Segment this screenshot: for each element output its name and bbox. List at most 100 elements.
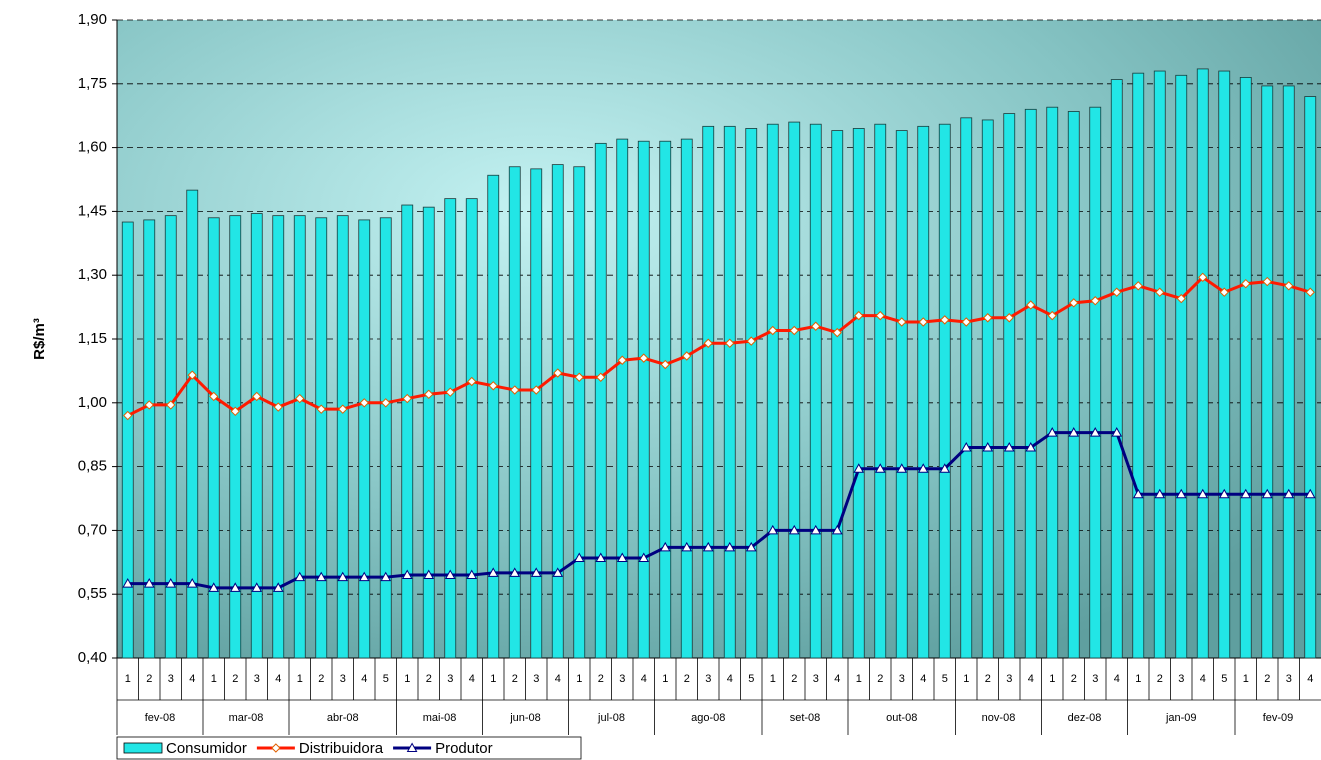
y-tick-label: 1,75: [78, 75, 107, 92]
marker: [639, 353, 649, 363]
marker: [682, 351, 692, 361]
bar: [272, 215, 285, 659]
x-tick-label: 3: [1006, 673, 1012, 685]
y-tick-label: 1,90: [78, 11, 107, 28]
marker: [123, 410, 133, 421]
y-tick-label: 0,70: [78, 521, 107, 538]
x-tick-label: 1: [1049, 673, 1055, 685]
x-tick-label: 2: [512, 673, 518, 685]
legend-label: Consumidor: [166, 740, 247, 757]
month-label: dez-08: [1068, 712, 1102, 724]
marker: [1112, 287, 1122, 297]
marker: [874, 463, 886, 473]
x-tick-label: 2: [318, 673, 324, 685]
marker: [229, 582, 241, 592]
x-tick-label: 1: [1243, 673, 1249, 685]
x-tick-label: 3: [1286, 673, 1292, 685]
bar: [551, 164, 564, 659]
x-tick-label: 3: [340, 673, 346, 685]
marker: [725, 338, 735, 348]
bar: [465, 198, 478, 659]
y-tick-label: 0,40: [78, 649, 107, 666]
month-label: out-08: [886, 712, 917, 724]
marker: [209, 391, 219, 402]
marker: [166, 400, 176, 410]
bar: [702, 125, 715, 659]
marker: [724, 541, 736, 552]
x-tick-label: 2: [1157, 673, 1163, 685]
marker: [767, 524, 779, 535]
marker: [359, 398, 369, 408]
marker: [122, 578, 134, 588]
bar: [1089, 106, 1102, 659]
bar: [809, 123, 822, 659]
month-label: ago-08: [691, 712, 725, 724]
bar: [1304, 96, 1317, 659]
x-tick-label: 1: [963, 673, 969, 685]
marker: [917, 463, 929, 473]
marker: [358, 571, 370, 582]
x-tick-label: 1: [490, 673, 496, 685]
x-tick-label: 2: [1071, 673, 1077, 685]
x-tick-label: 3: [899, 673, 905, 685]
marker: [659, 541, 671, 552]
marker: [896, 463, 908, 473]
marker: [982, 441, 994, 452]
marker: [424, 389, 434, 400]
marker: [294, 571, 306, 582]
marker: [1089, 427, 1101, 437]
marker: [573, 552, 585, 563]
bar: [1153, 70, 1166, 659]
x-tick-label: 3: [813, 673, 819, 685]
bar: [422, 206, 435, 659]
month-label: fev-08: [145, 712, 176, 724]
marker: [1218, 488, 1230, 499]
bar: [895, 130, 908, 659]
bar: [1024, 108, 1037, 659]
marker: [509, 567, 521, 577]
marker: [596, 372, 606, 382]
bar: [250, 213, 263, 659]
marker: [745, 541, 757, 552]
marker: [1069, 298, 1079, 308]
marker: [1046, 427, 1058, 437]
marker: [1240, 488, 1252, 499]
bar: [1110, 79, 1123, 659]
marker: [144, 400, 154, 410]
marker: [1283, 488, 1295, 499]
x-tick-label: 3: [168, 673, 174, 685]
y-tick-label: 0,55: [78, 585, 107, 602]
marker: [940, 315, 950, 325]
marker: [380, 571, 392, 582]
marker: [444, 569, 456, 580]
marker: [961, 317, 971, 327]
legend-marker: [406, 742, 418, 752]
x-tick-label: 2: [684, 673, 690, 685]
bar: [1196, 68, 1209, 659]
month-label: set-08: [790, 712, 821, 724]
x-tick-label: 2: [985, 673, 991, 685]
marker: [1132, 488, 1144, 499]
marker: [252, 391, 262, 402]
x-tick-label: 5: [1221, 673, 1227, 685]
marker: [789, 325, 799, 336]
bar: [358, 219, 371, 659]
bar: [530, 168, 543, 659]
y-tick-label: 1,30: [78, 266, 107, 283]
x-tick-label: 4: [361, 673, 367, 685]
x-tick-label: 5: [383, 673, 389, 685]
legend-box: [116, 736, 582, 760]
marker: [854, 310, 864, 321]
marker: [897, 317, 907, 327]
marker: [939, 463, 951, 473]
marker: [487, 567, 499, 577]
bar: [637, 140, 650, 659]
bar: [981, 119, 994, 659]
bar: [680, 138, 693, 659]
marker: [1219, 287, 1229, 297]
marker: [768, 325, 778, 336]
marker: [467, 376, 477, 387]
x-tick-label: 4: [1307, 673, 1313, 685]
marker: [1047, 310, 1057, 321]
